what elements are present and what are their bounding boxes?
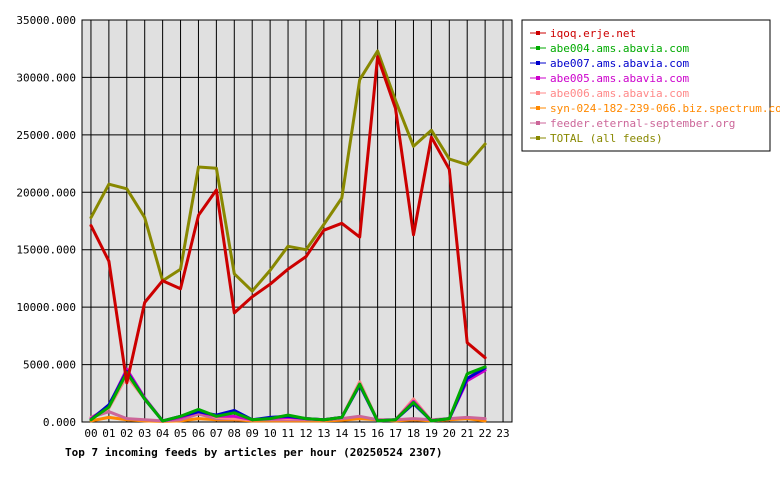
x-tick-label: 06 xyxy=(192,427,205,440)
x-tick-label: 22 xyxy=(479,427,492,440)
x-tick-label: 19 xyxy=(425,427,438,440)
legend-label: syn-024-182-239-066.biz.spectrum.com xyxy=(550,102,780,115)
x-tick-label: 13 xyxy=(317,427,330,440)
legend-label: abe005.ams.abavia.com xyxy=(550,72,689,85)
legend-marker xyxy=(536,31,540,35)
legend-label: TOTAL (all feeds) xyxy=(550,132,663,145)
chart-title: Top 7 incoming feeds by articles per hou… xyxy=(65,446,443,459)
legend-marker xyxy=(536,46,540,50)
x-axis-labels: 00 01 02 03 04 05 06 07 08 09 10 11 12 13 14 15 16 17 18 19… xyxy=(84,427,509,440)
x-tick-label: 04 xyxy=(156,427,170,440)
x-tick-label: 03 xyxy=(138,427,151,440)
x-tick-label: 11 xyxy=(281,427,294,440)
x-tick-label: 23 xyxy=(496,427,509,440)
y-axis-labels: 0.000 5000.000 10000.000 15000.000 20000.000… xyxy=(16,14,76,429)
x-tick-label: 00 xyxy=(84,427,97,440)
plot-area xyxy=(82,20,512,422)
x-tick-label: 01 xyxy=(102,427,115,440)
y-tick-label: 15000.000 xyxy=(16,244,76,257)
x-tick-label: 08 xyxy=(228,427,241,440)
legend-marker xyxy=(536,91,540,95)
legend-box xyxy=(521,19,771,152)
x-tick-label: 17 xyxy=(389,427,402,440)
y-tick-label: 10000.000 xyxy=(16,301,76,314)
x-tick-label: 20 xyxy=(443,427,456,440)
x-tick-label: 05 xyxy=(174,427,187,440)
legend-label: abe004.ams.abavia.com xyxy=(550,42,689,55)
vertical-grid xyxy=(90,20,504,422)
series-line xyxy=(89,365,487,423)
x-tick-label: 12 xyxy=(299,427,312,440)
x-tick-label: 18 xyxy=(407,427,420,440)
legend-label: feeder.eternal-september.org xyxy=(550,117,735,130)
x-tick-label: 21 xyxy=(461,427,474,440)
legend-label: abe006.ams.abavia.com xyxy=(550,87,689,100)
x-tick-label: 16 xyxy=(371,427,384,440)
legend: iqoq.erje.net abe004.ams.abavia.com abe007… xyxy=(530,27,780,145)
series-lines xyxy=(89,49,487,423)
y-tick-label: 30000.000 xyxy=(16,71,76,84)
x-tick-label: 09 xyxy=(246,427,259,440)
legend-marker xyxy=(536,136,540,140)
x-tick-label: 07 xyxy=(210,427,223,440)
y-tick-label: 0.000 xyxy=(43,416,76,429)
x-tick-label: 02 xyxy=(120,427,133,440)
legend-marker xyxy=(536,61,540,65)
legend-marker xyxy=(536,106,540,110)
y-tick-label: 35000.000 xyxy=(16,14,76,27)
y-tick-label: 20000.000 xyxy=(16,186,76,199)
series-line xyxy=(89,49,487,293)
series-line xyxy=(89,55,487,385)
legend-label: abe007.ams.abavia.com xyxy=(550,57,689,70)
legend-label: iqoq.erje.net xyxy=(550,27,636,40)
x-tick-label: 15 xyxy=(353,427,366,440)
y-tick-label: 5000.000 xyxy=(23,359,76,372)
legend-marker xyxy=(536,76,540,80)
y-tick-label: 25000.000 xyxy=(16,129,76,142)
x-tick-label: 10 xyxy=(264,427,277,440)
x-tick-label: 14 xyxy=(335,427,349,440)
legend-marker xyxy=(536,121,540,125)
